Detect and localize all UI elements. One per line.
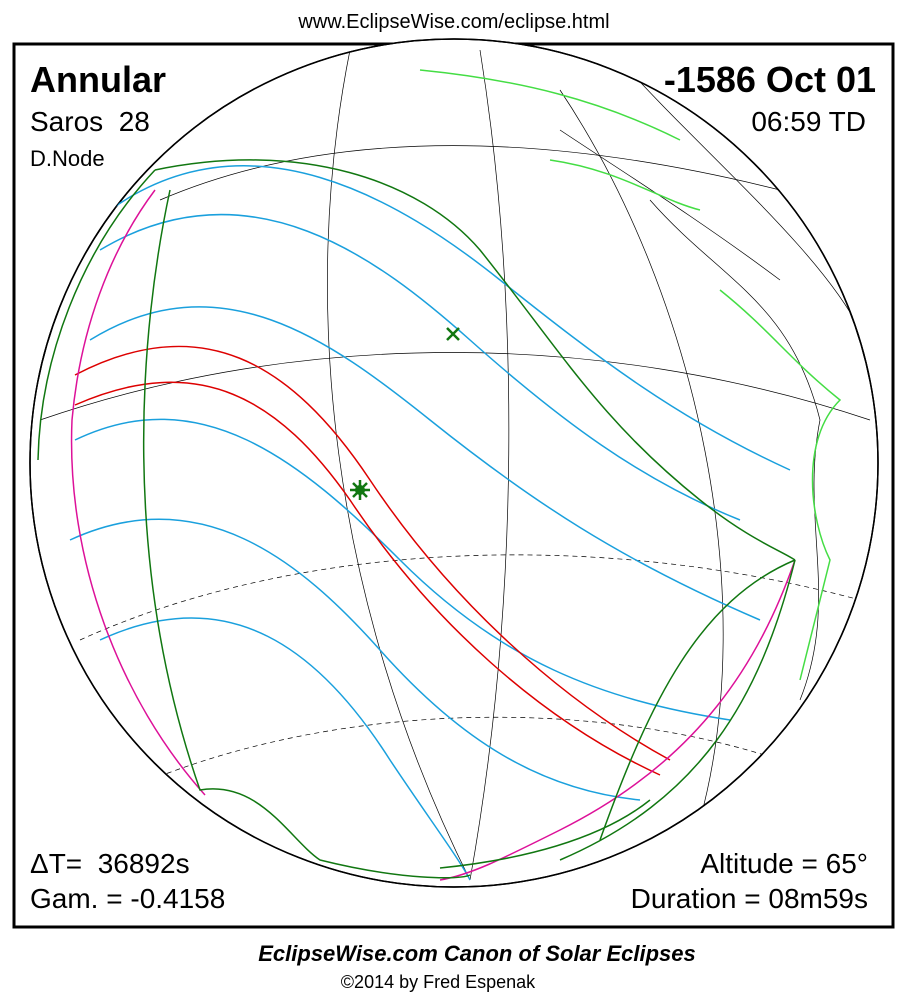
node: D.Node	[30, 146, 105, 171]
delta-t: ΔT= 36892s	[30, 848, 190, 879]
copyright: ©2014 by Fred Espenak	[341, 972, 536, 992]
saros: Saros 28	[30, 106, 150, 137]
footer-title: EclipseWise.com Canon of Solar Eclipses	[258, 941, 696, 966]
globe	[29, 38, 879, 888]
gamma: Gam. = -0.4158	[30, 883, 225, 914]
duration: Duration = 08m59s	[631, 883, 868, 914]
altitude: Altitude = 65°	[700, 848, 868, 879]
date: -1586 Oct 01	[664, 59, 876, 100]
time: 06:59 TD	[751, 106, 866, 137]
url: www.EclipseWise.com/eclipse.html	[297, 11, 609, 33]
eclipse-type: Annular	[30, 59, 166, 100]
